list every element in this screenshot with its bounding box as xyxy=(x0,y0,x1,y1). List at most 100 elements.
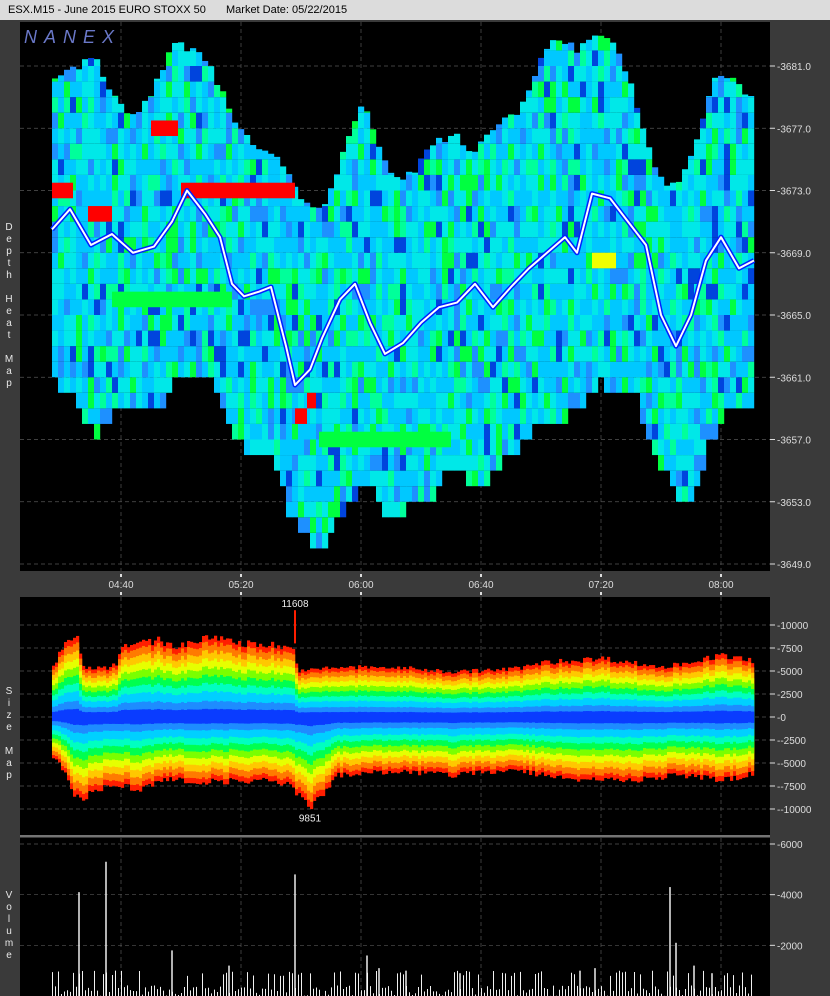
depth-cell xyxy=(316,268,323,284)
depth-cell xyxy=(580,43,587,51)
depth-cell xyxy=(724,330,731,347)
depth-cell xyxy=(184,97,191,113)
depth-cell xyxy=(646,283,653,300)
depth-cell xyxy=(448,143,455,160)
depth-cell xyxy=(736,330,743,347)
depth-cell xyxy=(490,455,497,471)
depth-cell xyxy=(322,206,329,222)
depth-cell xyxy=(304,268,311,284)
depth-cell xyxy=(148,143,155,160)
size-band-slice xyxy=(73,709,77,725)
depth-cell xyxy=(484,361,491,378)
depth-cell xyxy=(286,439,293,456)
size-band-slice xyxy=(127,710,131,724)
depth-cell xyxy=(190,159,197,175)
depth-cell xyxy=(706,159,713,175)
depth-cell xyxy=(562,190,569,207)
depth-cell xyxy=(340,315,347,331)
depth-cell xyxy=(220,346,227,362)
depth-cell xyxy=(190,252,197,269)
depth-cell xyxy=(166,66,173,82)
depth-highlight-block xyxy=(112,291,232,308)
depth-cell xyxy=(616,159,623,175)
depth-cell xyxy=(682,237,689,253)
depth-cell xyxy=(298,330,305,347)
depth-cell xyxy=(544,361,551,378)
depth-cell xyxy=(172,42,179,51)
depth-cell xyxy=(514,268,521,284)
depth-cell xyxy=(748,97,755,113)
depth-cell xyxy=(166,206,173,222)
depth-cell xyxy=(658,377,665,393)
depth-cell xyxy=(538,299,545,315)
size-band-slice xyxy=(181,709,185,724)
depth-cell xyxy=(358,112,365,129)
depth-cell xyxy=(580,392,587,409)
depth-cell xyxy=(382,190,389,207)
size-band-slice xyxy=(319,712,323,725)
size-band-slice xyxy=(340,712,344,724)
depth-cell xyxy=(646,361,653,378)
depth-cell xyxy=(724,143,731,160)
depth-cell xyxy=(496,221,503,238)
depth-cell xyxy=(616,66,623,82)
depth-cell xyxy=(148,315,155,331)
depth-cell xyxy=(400,486,407,502)
depth-cell xyxy=(400,408,407,424)
depth-cell xyxy=(352,159,359,175)
depth-cell xyxy=(352,486,359,502)
depth-cell xyxy=(436,330,443,347)
depth-cell xyxy=(184,51,191,66)
depth-cell xyxy=(736,128,743,144)
depth-cell xyxy=(592,66,599,82)
depth-cell xyxy=(208,237,215,253)
depth-cell xyxy=(178,315,185,331)
depth-cell xyxy=(130,361,137,378)
depth-cell xyxy=(112,346,119,362)
depth-cell xyxy=(190,81,197,98)
depth-cell xyxy=(748,283,755,300)
depth-cell xyxy=(214,143,221,160)
size-band-slice xyxy=(145,709,149,724)
depth-cell xyxy=(388,221,395,238)
depth-cell xyxy=(706,268,713,284)
depth-cell xyxy=(310,517,317,533)
depth-cell xyxy=(166,174,173,191)
depth-cell xyxy=(460,423,467,440)
size-band-slice xyxy=(691,711,695,723)
depth-cell xyxy=(484,408,491,424)
depth-highlight-block xyxy=(88,206,112,222)
size-band-slice xyxy=(433,712,437,723)
depth-cell xyxy=(82,97,89,113)
depth-cell xyxy=(508,346,515,362)
depth-cell xyxy=(106,143,113,160)
depth-cell xyxy=(352,408,359,424)
depth-cell xyxy=(502,392,509,409)
depth-cell xyxy=(718,206,725,222)
depth-cell xyxy=(526,392,533,409)
depth-cell xyxy=(412,252,419,269)
depth-cell xyxy=(532,174,539,191)
depth-cell xyxy=(652,206,659,222)
depth-cell xyxy=(592,330,599,347)
depth-cell xyxy=(724,361,731,378)
depth-cell xyxy=(580,81,587,98)
depth-cell xyxy=(682,408,689,424)
depth-cell xyxy=(334,377,341,393)
size-band-slice xyxy=(382,711,386,723)
depth-cell xyxy=(574,346,581,362)
depth-cell xyxy=(514,330,521,347)
depth-cell xyxy=(94,346,101,362)
depth-cell xyxy=(418,346,425,362)
depth-cell xyxy=(172,81,179,98)
depth-cell xyxy=(670,470,677,487)
depth-cell xyxy=(226,252,233,269)
depth-cell xyxy=(394,221,401,238)
depth-cell xyxy=(424,315,431,331)
depth-cell xyxy=(52,268,59,284)
depth-cell xyxy=(682,470,689,487)
depth-cell xyxy=(106,89,113,98)
depth-cell xyxy=(292,501,299,518)
depth-cell xyxy=(454,299,461,315)
depth-cell xyxy=(442,143,449,160)
